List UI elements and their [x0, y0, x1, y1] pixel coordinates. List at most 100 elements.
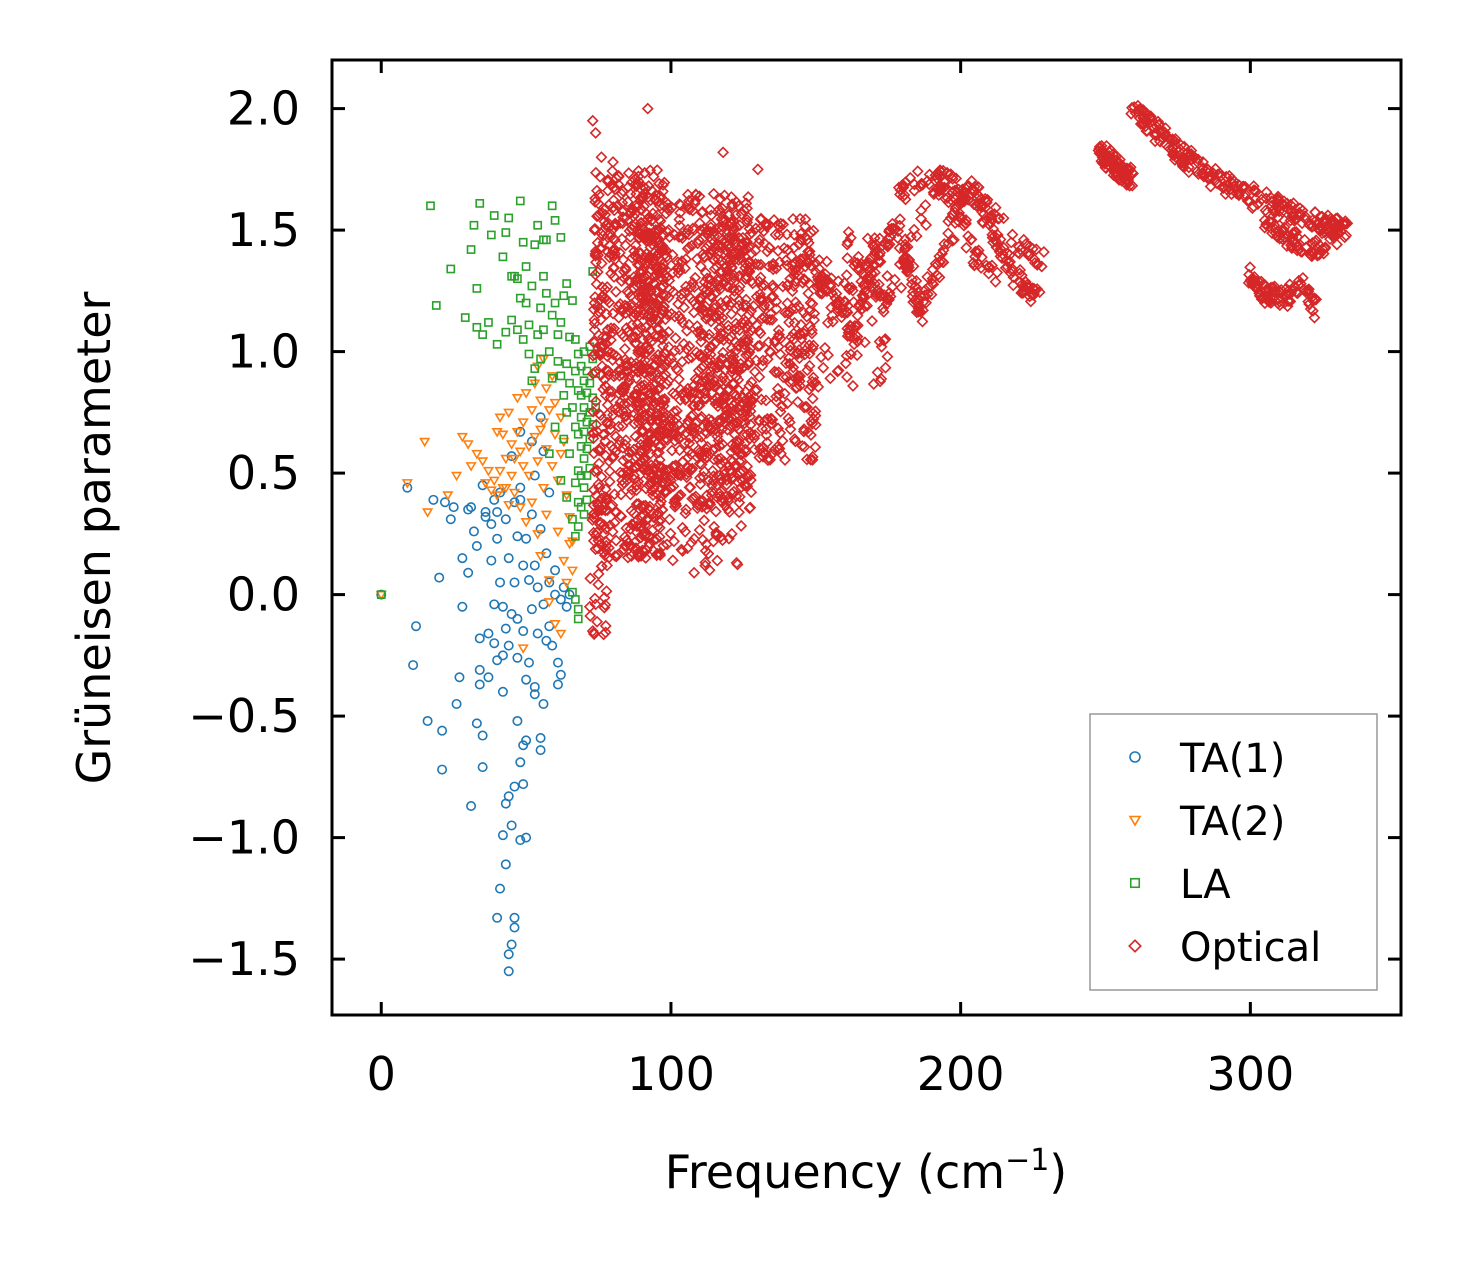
data-point-ta-1 [486, 519, 497, 530]
data-point-optical [734, 248, 747, 261]
data-point-la [542, 288, 551, 298]
data-point-la [576, 412, 586, 422]
data-point-optical [806, 375, 819, 388]
data-point-optical [1232, 189, 1245, 202]
data-point-optical [657, 399, 670, 412]
y-tick-label: 1.5 [227, 203, 300, 257]
data-point-optical [809, 405, 822, 418]
data-point-ta-2 [558, 556, 570, 567]
data-point-ta-2 [422, 508, 434, 518]
data-point-optical [962, 230, 975, 243]
data-point-ta-1 [483, 672, 494, 683]
data-point-ta-1 [492, 912, 503, 923]
data-point-optical [676, 544, 689, 557]
data-point-optical [648, 246, 661, 259]
data-point-optical [877, 302, 889, 315]
data-point-optical [600, 364, 613, 376]
data-point-optical [726, 377, 739, 390]
data-point-optical [734, 336, 747, 349]
data-point-ta-1 [550, 565, 561, 576]
data-point-optical [673, 264, 686, 277]
data-point-optical [640, 363, 653, 376]
data-point-ta-2 [555, 413, 567, 423]
data-point-optical [715, 485, 728, 498]
data-point-optical [770, 390, 783, 403]
data-point-optical [788, 433, 801, 446]
data-point-optical [725, 308, 738, 320]
y-tick-label: 0.0 [227, 568, 300, 622]
data-point-optical [740, 197, 753, 210]
data-point-optical [749, 384, 762, 397]
data-point-optical [844, 348, 857, 361]
data-point-optical [633, 545, 646, 558]
data-point-optical [670, 404, 683, 417]
data-point-optical [592, 578, 605, 591]
data-point-optical [592, 567, 605, 580]
data-point-optical [773, 228, 786, 241]
data-point-optical [1007, 279, 1020, 292]
data-point-optical [1167, 146, 1180, 159]
data-point-optical [695, 410, 708, 423]
data-point-optical [1136, 118, 1149, 131]
data-point-optical [704, 218, 717, 231]
data-point-la [547, 201, 557, 211]
data-point-optical [735, 519, 748, 532]
data-point-optical [1022, 248, 1035, 261]
data-point-ta-2 [555, 449, 567, 460]
data-point-optical [587, 427, 600, 440]
data-point-optical [802, 287, 815, 300]
data-point-optical [703, 341, 716, 353]
data-point-ta-1 [518, 626, 529, 637]
data-point-optical [634, 265, 647, 278]
data-point-optical [704, 353, 717, 366]
data-point-optical [590, 526, 603, 539]
data-point-optical [603, 465, 616, 478]
data-point-optical [788, 228, 801, 241]
data-point-optical [671, 256, 684, 269]
data-point-ta-1 [529, 681, 540, 692]
data-point-optical [1284, 204, 1297, 217]
data-point-optical [599, 389, 612, 402]
data-point-la [559, 434, 569, 444]
data-point-optical [620, 356, 633, 369]
data-point-optical [766, 413, 779, 426]
data-point-ta-1 [474, 633, 485, 644]
data-point-optical [654, 239, 667, 252]
data-point-optical [607, 201, 620, 214]
data-point-optical [705, 485, 718, 498]
data-point-optical [856, 302, 869, 315]
x-tick-label: 100 [627, 1047, 715, 1101]
data-point-la [570, 478, 580, 488]
data-point-optical [638, 200, 650, 213]
data-point-optical [704, 348, 717, 361]
data-point-optical [603, 296, 616, 309]
data-point-ta-1 [550, 589, 561, 600]
data-point-optical [732, 270, 745, 283]
data-point-optical [716, 352, 729, 365]
data-point-ta-1 [509, 781, 520, 792]
data-point-la [585, 378, 595, 388]
data-point-optical [1286, 207, 1299, 220]
data-point-optical [1324, 233, 1337, 246]
data-point-optical [657, 539, 670, 552]
data-point-optical [1310, 234, 1323, 247]
data-point-optical [1250, 185, 1263, 198]
data-point-la [489, 211, 499, 220]
data-point-optical [713, 203, 726, 216]
data-point-optical [588, 465, 601, 478]
data-point-optical [906, 273, 919, 286]
data-point-la [562, 359, 572, 369]
data-point-optical [775, 447, 787, 460]
y-tick-label: 2.0 [227, 82, 300, 136]
data-point-optical [1325, 227, 1338, 240]
data-point-optical [666, 554, 679, 567]
data-point-ta-1 [544, 577, 555, 588]
data-point-optical [794, 227, 807, 240]
data-point-optical [635, 390, 648, 403]
data-point-optical [1005, 236, 1018, 249]
data-point-optical [1258, 214, 1271, 227]
data-point-optical [643, 221, 656, 233]
data-point-ta-1 [477, 762, 488, 773]
data-point-ta-1 [518, 740, 529, 751]
data-point-optical [977, 208, 990, 221]
